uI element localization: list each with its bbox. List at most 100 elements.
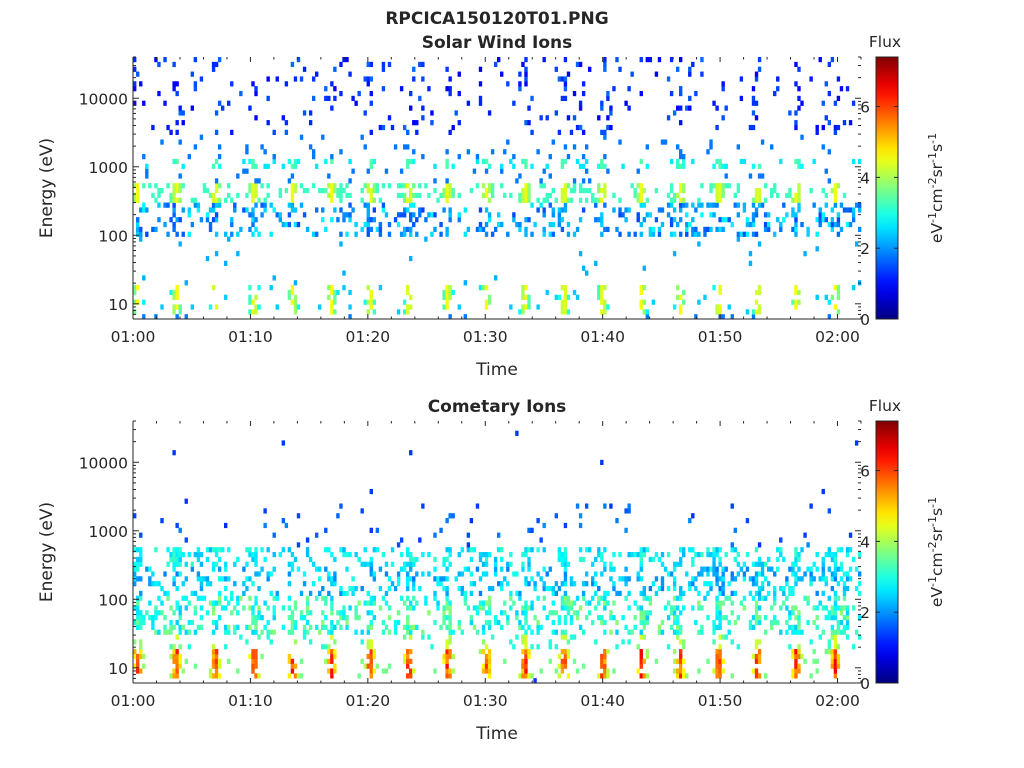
heatmap-cell xyxy=(727,217,731,223)
heatmap-cell xyxy=(642,217,646,223)
heatmap-cell xyxy=(187,552,191,558)
heatmap-cell xyxy=(639,289,643,296)
heatmap-cell xyxy=(293,163,298,169)
heatmap-cell xyxy=(409,202,413,208)
heatmap-cell xyxy=(493,556,498,563)
heatmap-cell xyxy=(406,673,410,679)
heatmap-cell xyxy=(842,615,847,621)
heatmap-cell xyxy=(660,561,665,567)
heatmap-cell xyxy=(521,566,525,572)
heatmap-cell xyxy=(406,649,410,655)
heatmap-cell xyxy=(845,585,850,592)
heatmap-cell xyxy=(160,585,164,592)
heatmap-cell xyxy=(196,595,201,601)
heatmap-cell xyxy=(205,212,210,218)
heatmap-cell xyxy=(330,158,334,165)
heatmap-cell xyxy=(773,188,777,194)
heatmap-cell xyxy=(794,124,798,131)
heatmap-cell xyxy=(682,639,686,645)
heatmap-cell xyxy=(836,289,841,296)
heatmap-cell xyxy=(530,95,534,102)
heatmap-cell xyxy=(563,522,568,529)
heatmap-cell xyxy=(527,299,531,305)
heatmap-cell xyxy=(393,624,398,630)
heatmap-cell xyxy=(278,212,282,218)
heatmap-cell xyxy=(415,231,419,237)
heatmap-cell xyxy=(284,221,289,228)
heatmap-cell xyxy=(321,188,325,194)
heatmap-cell xyxy=(557,294,562,300)
heatmap-cell xyxy=(217,663,222,669)
heatmap-cell xyxy=(160,518,164,524)
heatmap-cell xyxy=(490,585,495,592)
heatmap-cell xyxy=(654,576,659,582)
heatmap-cell xyxy=(560,285,565,291)
heatmap-cell xyxy=(730,571,734,577)
heatmap-cell xyxy=(830,615,835,621)
heatmap-cell xyxy=(308,144,313,150)
heatmap-cell xyxy=(175,90,179,97)
heatmap-cell xyxy=(369,644,373,650)
heatmap-cell xyxy=(172,668,176,674)
heatmap-cell xyxy=(630,629,634,635)
heatmap-cell xyxy=(812,576,816,582)
heatmap-cell xyxy=(563,615,568,621)
heatmap-cell xyxy=(675,285,680,291)
heatmap-cell xyxy=(506,81,510,87)
heatmap-cell xyxy=(794,299,798,305)
heatmap-cell xyxy=(257,304,261,310)
heatmap-cell xyxy=(193,590,198,597)
y-tick-label: 10000 xyxy=(79,90,128,108)
heatmap-cell xyxy=(718,624,722,630)
heatmap-cell xyxy=(333,581,337,587)
heatmap-cell xyxy=(672,629,677,635)
heatmap-cell xyxy=(554,294,559,300)
heatmap-cell xyxy=(175,585,179,592)
heatmap-cell xyxy=(812,202,816,208)
heatmap-cell xyxy=(603,561,607,567)
colorbar-tick-label: 4 xyxy=(860,169,870,187)
heatmap-cell xyxy=(776,217,780,223)
heatmap-cell xyxy=(172,294,176,300)
heatmap-cell xyxy=(666,202,671,208)
heatmap-cell xyxy=(751,221,756,228)
heatmap-cell xyxy=(621,576,625,582)
heatmap-cell xyxy=(254,624,258,630)
heatmap-cell xyxy=(315,624,319,630)
heatmap-cell xyxy=(290,610,295,616)
heatmap-cell xyxy=(621,212,625,218)
heatmap-cell xyxy=(224,260,228,266)
heatmap-cell xyxy=(181,183,185,189)
heatmap-cell xyxy=(151,192,155,199)
heatmap-cell xyxy=(308,120,313,126)
heatmap-cell xyxy=(721,163,725,169)
heatmap-cell xyxy=(651,231,656,237)
heatmap-cell xyxy=(487,585,492,592)
heatmap-cell xyxy=(800,134,804,140)
heatmap-cell xyxy=(369,90,373,97)
heatmap-cell xyxy=(327,571,331,577)
heatmap-cell xyxy=(584,144,589,150)
heatmap-cell xyxy=(691,581,695,587)
heatmap-cell xyxy=(236,173,240,179)
heatmap-cell xyxy=(751,212,756,218)
heatmap-cell xyxy=(172,556,176,563)
heatmap-cell xyxy=(263,202,267,208)
heatmap-cell xyxy=(569,605,574,611)
heatmap-cell xyxy=(603,154,607,160)
heatmap-cell xyxy=(187,212,191,218)
heatmap-cell xyxy=(402,653,407,660)
heatmap-cell xyxy=(691,226,695,233)
heatmap-cell xyxy=(839,629,844,635)
heatmap-cell xyxy=(757,241,762,247)
heatmap-cell xyxy=(763,197,768,203)
heatmap-cell xyxy=(666,212,671,218)
heatmap-cell xyxy=(594,639,598,645)
heatmap-cell xyxy=(736,236,741,242)
heatmap-cell xyxy=(554,668,559,674)
heatmap-cell xyxy=(205,610,210,616)
heatmap-cell xyxy=(560,556,565,563)
heatmap-cell xyxy=(163,100,167,106)
heatmap-cell xyxy=(245,576,249,582)
heatmap-cell xyxy=(791,212,795,218)
